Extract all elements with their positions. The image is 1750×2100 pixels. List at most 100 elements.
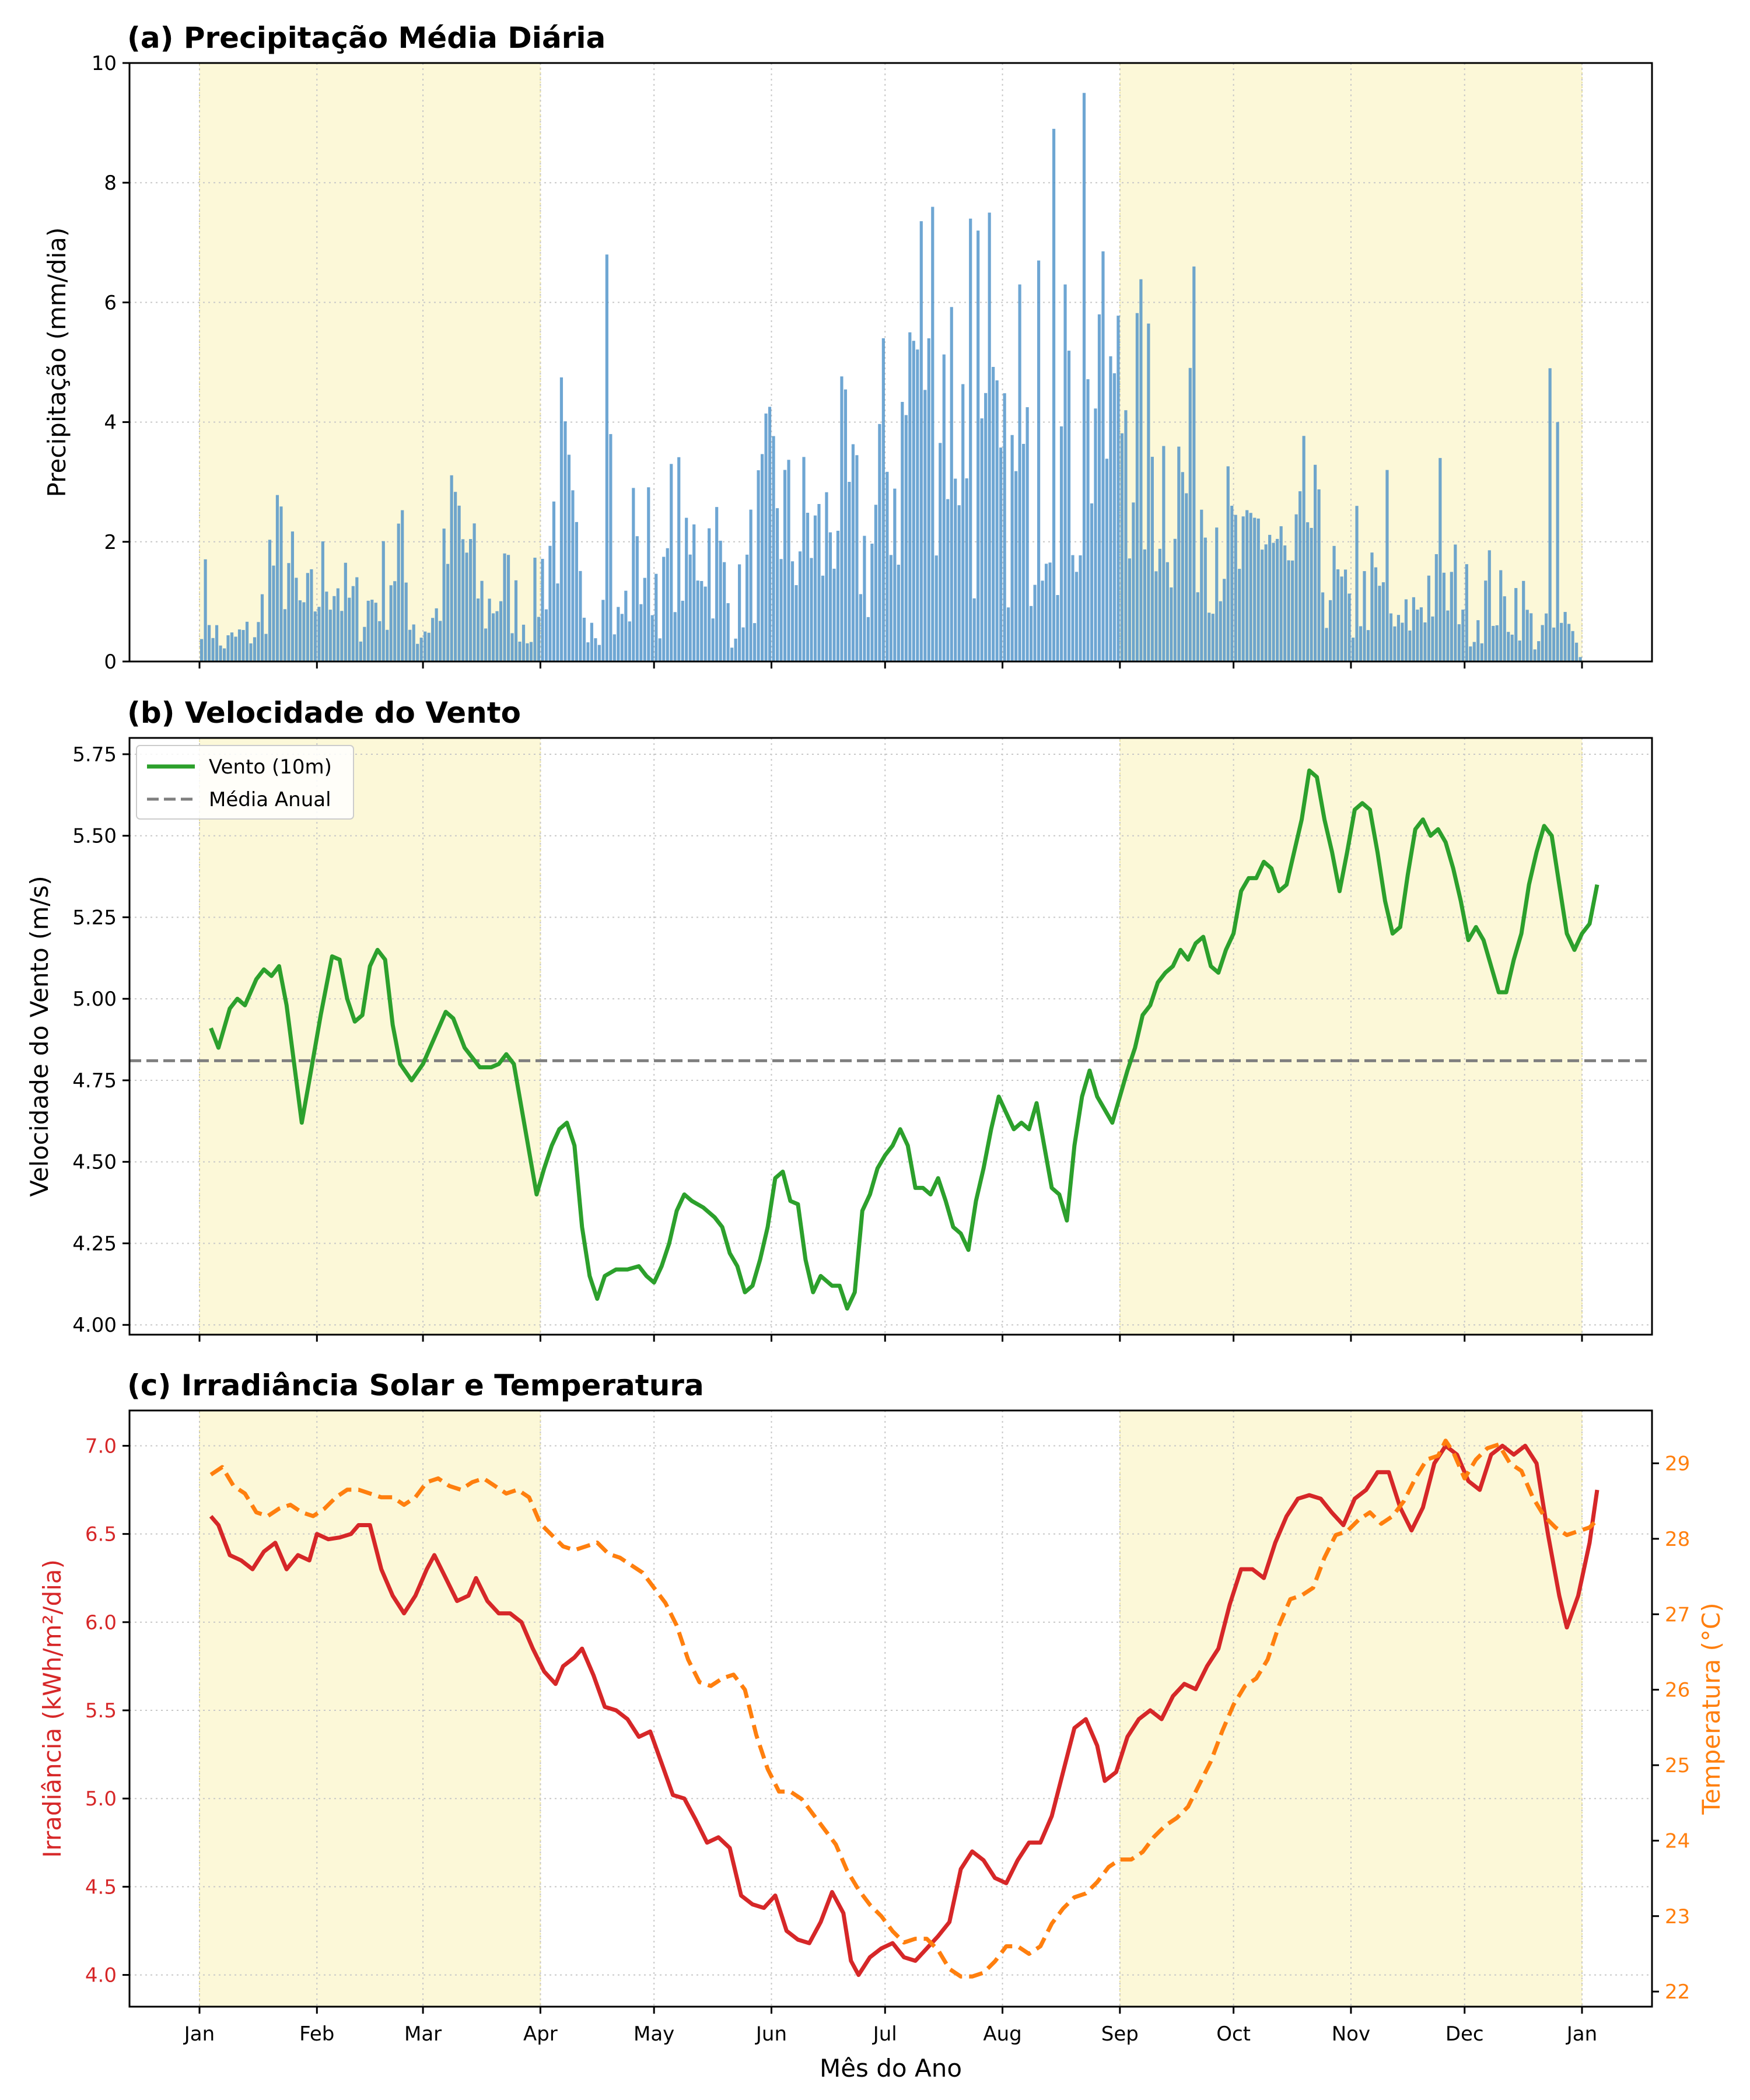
precipitation-bar [491, 613, 495, 662]
precipitation-bar [1340, 576, 1343, 662]
precipitation-bar [1476, 620, 1480, 662]
y-tick-label: 5.5 [85, 1699, 117, 1723]
precipitation-bar [772, 436, 775, 662]
precipitation-bar [783, 470, 787, 662]
precipitation-bar [1488, 550, 1491, 662]
precipitation-bar [779, 559, 783, 662]
precipitation-bar [1215, 527, 1219, 662]
precipitation-bar [1328, 600, 1332, 662]
precipitation-bar [753, 623, 757, 662]
precipitation-bar [790, 561, 794, 662]
x-tick-label: Jun [755, 2022, 787, 2046]
precipitation-bar [855, 455, 859, 662]
precipitation-bar [821, 575, 825, 662]
precipitation-bar [1499, 570, 1503, 662]
precipitation-bar [351, 586, 355, 662]
dry-season-band [199, 737, 541, 1335]
precipitation-bar [393, 581, 397, 662]
grid [130, 1410, 1652, 2007]
precipitation-bar [1170, 587, 1173, 662]
precipitation-bar [1253, 517, 1256, 662]
precipitation-bar [1112, 373, 1116, 662]
precipitation-bar [556, 583, 559, 662]
dry-season-band [199, 62, 541, 662]
precipitation-bar [473, 523, 476, 662]
precipitation-bar [1223, 579, 1226, 662]
precipitation-bar [1294, 514, 1298, 662]
precipitation-bar [650, 615, 654, 662]
precipitation-bar [533, 558, 537, 662]
y-tick-label: 24 [1665, 1829, 1690, 1853]
precipitation-bar [1041, 580, 1044, 662]
precipitation-bar [541, 559, 544, 662]
precipitation-bar [1412, 597, 1415, 662]
precipitation-bar [1548, 368, 1552, 662]
precipitation-bar [1116, 316, 1120, 662]
panel-precipitation: 0 2 4 6 8 10 (a) Precipitação Média Diária Pr… [43, 21, 1653, 674]
precipitation-bar [1492, 625, 1495, 662]
precipitation-bar [1166, 562, 1169, 662]
precipitation-bar [514, 580, 518, 662]
precipitation-bar [1139, 279, 1143, 662]
precipitation-bar [1279, 526, 1283, 662]
precipitation-bar [260, 594, 264, 662]
precipitation-bar [363, 626, 366, 662]
y-tick-label: 4.50 [72, 1151, 117, 1174]
precipitation-bar [935, 555, 938, 662]
precipitation-bar [1048, 562, 1052, 662]
precipitation-bar [957, 505, 961, 662]
precipitation-bar [529, 642, 533, 662]
precipitation-bar [484, 628, 488, 662]
precipitation-bar [416, 643, 419, 662]
precipitation-bar [306, 573, 309, 662]
precipitation-bar [1261, 550, 1264, 662]
precipitation-bar [1109, 356, 1112, 662]
x-tick-label: Aug [983, 2022, 1021, 2046]
precipitation-bar [1185, 493, 1188, 662]
precipitation-bar [813, 515, 817, 662]
precipitation-bar [344, 562, 347, 662]
irradiance-line [209, 1444, 1600, 1978]
precipitation-bar [734, 638, 737, 662]
precipitation-bar [522, 624, 526, 662]
precipitation-bar [954, 478, 957, 662]
precipitation-bar [696, 580, 699, 662]
precipitation-bar [1056, 595, 1059, 662]
precipitation-bar [886, 471, 889, 662]
precipitation-bar [1552, 627, 1556, 662]
precipitation-bar [465, 552, 468, 662]
precipitation-bar [268, 540, 272, 662]
precipitation-bar [1393, 626, 1396, 662]
precipitation-bar [738, 564, 741, 662]
precipitation-bar [632, 488, 635, 662]
precipitation-bar [370, 600, 374, 662]
y-tick-label: 2 [104, 531, 117, 554]
precipitation-bar [866, 617, 870, 662]
precipitation-bar [1419, 607, 1423, 662]
precipitation-bar [1086, 379, 1090, 662]
y-ticks: 4.00 4.25 4.50 4.75 5.00 5.25 5.50 5.75 [72, 743, 130, 1337]
precipitation-bar [1010, 435, 1014, 662]
panel-title: (b) Velocidade do Vento [127, 696, 521, 730]
precipitation-bar [1052, 128, 1056, 662]
precipitation-bar [457, 505, 461, 662]
precipitation-bar [401, 510, 404, 662]
precipitation-bar [1238, 569, 1241, 662]
precipitation-bar [1063, 284, 1067, 662]
precipitation-bar [1442, 572, 1446, 662]
precipitation-bar [1033, 584, 1037, 662]
x-tick-label: Apr [523, 2022, 558, 2046]
y-tick-label: 4.5 [85, 1875, 117, 1899]
precipitation-bar [1545, 613, 1548, 662]
precipitation-bar [461, 539, 465, 662]
precipitation-bar [746, 554, 749, 662]
axes-frame [128, 62, 1653, 663]
precipitation-bar [230, 632, 234, 662]
precipitation-bar [775, 508, 779, 662]
precipitation-bar [942, 354, 946, 662]
precipitation-bar [1147, 323, 1150, 662]
precipitation-bar [1359, 626, 1363, 662]
precipitation-bar [901, 401, 904, 662]
precipitation-bar [567, 454, 571, 662]
precipitation-bar [506, 555, 510, 662]
